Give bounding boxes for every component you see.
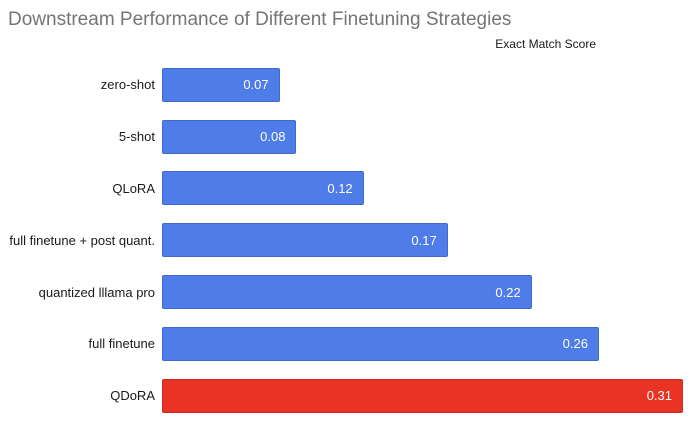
bar-row: full finetune + post quant. 0.17 [0, 214, 690, 266]
bar-value-label: 0.08 [260, 129, 286, 145]
bar-rows: zero-shot 0.07 5-shot 0.08 QLoRA 0.12 fu… [0, 59, 690, 422]
bar: 0.17 [162, 223, 448, 258]
category-label: 5-shot [118, 129, 155, 145]
bar: 0.07 [162, 67, 280, 102]
bar: 0.26 [162, 326, 599, 361]
bar-track: 0.26 [162, 326, 683, 361]
bar: 0.31 [162, 378, 683, 413]
category-label: QDoRA [110, 388, 155, 404]
category-label: full finetune + post quant. [9, 232, 155, 248]
bar-track: 0.12 [162, 171, 683, 206]
bar: 0.08 [162, 119, 297, 154]
bar-track: 0.31 [162, 378, 683, 413]
bar-track: 0.08 [162, 119, 683, 154]
category-label: QLoRA [112, 180, 155, 196]
bar-track: 0.17 [162, 223, 683, 258]
bar-row: quantized lllama pro 0.22 [0, 266, 690, 318]
bar-row: QLoRA 0.12 [0, 163, 690, 215]
bar-value-label: 0.17 [411, 232, 437, 248]
bar-track: 0.07 [162, 67, 683, 102]
bar-row: 5-shot 0.08 [0, 111, 690, 163]
bar-value-label: 0.22 [495, 284, 521, 300]
bar-row: zero-shot 0.07 [0, 59, 690, 111]
category-label: quantized lllama pro [38, 284, 155, 300]
bar-value-label: 0.12 [327, 180, 353, 196]
bar-track: 0.22 [162, 275, 683, 310]
chart-title: Downstream Performance of Different Fine… [8, 9, 512, 30]
bar-value-label: 0.26 [562, 336, 588, 352]
bar-row: QDoRA 0.31 [0, 370, 690, 422]
bar: 0.12 [162, 171, 364, 206]
bar-row: full finetune 0.26 [0, 318, 690, 370]
category-label: full finetune [88, 336, 156, 352]
bar-value-label: 0.31 [646, 388, 672, 404]
bar-value-label: 0.07 [243, 77, 269, 93]
bar: 0.22 [162, 275, 532, 310]
category-label: zero-shot [100, 77, 155, 93]
axis-title: Exact Match Score [495, 37, 596, 51]
